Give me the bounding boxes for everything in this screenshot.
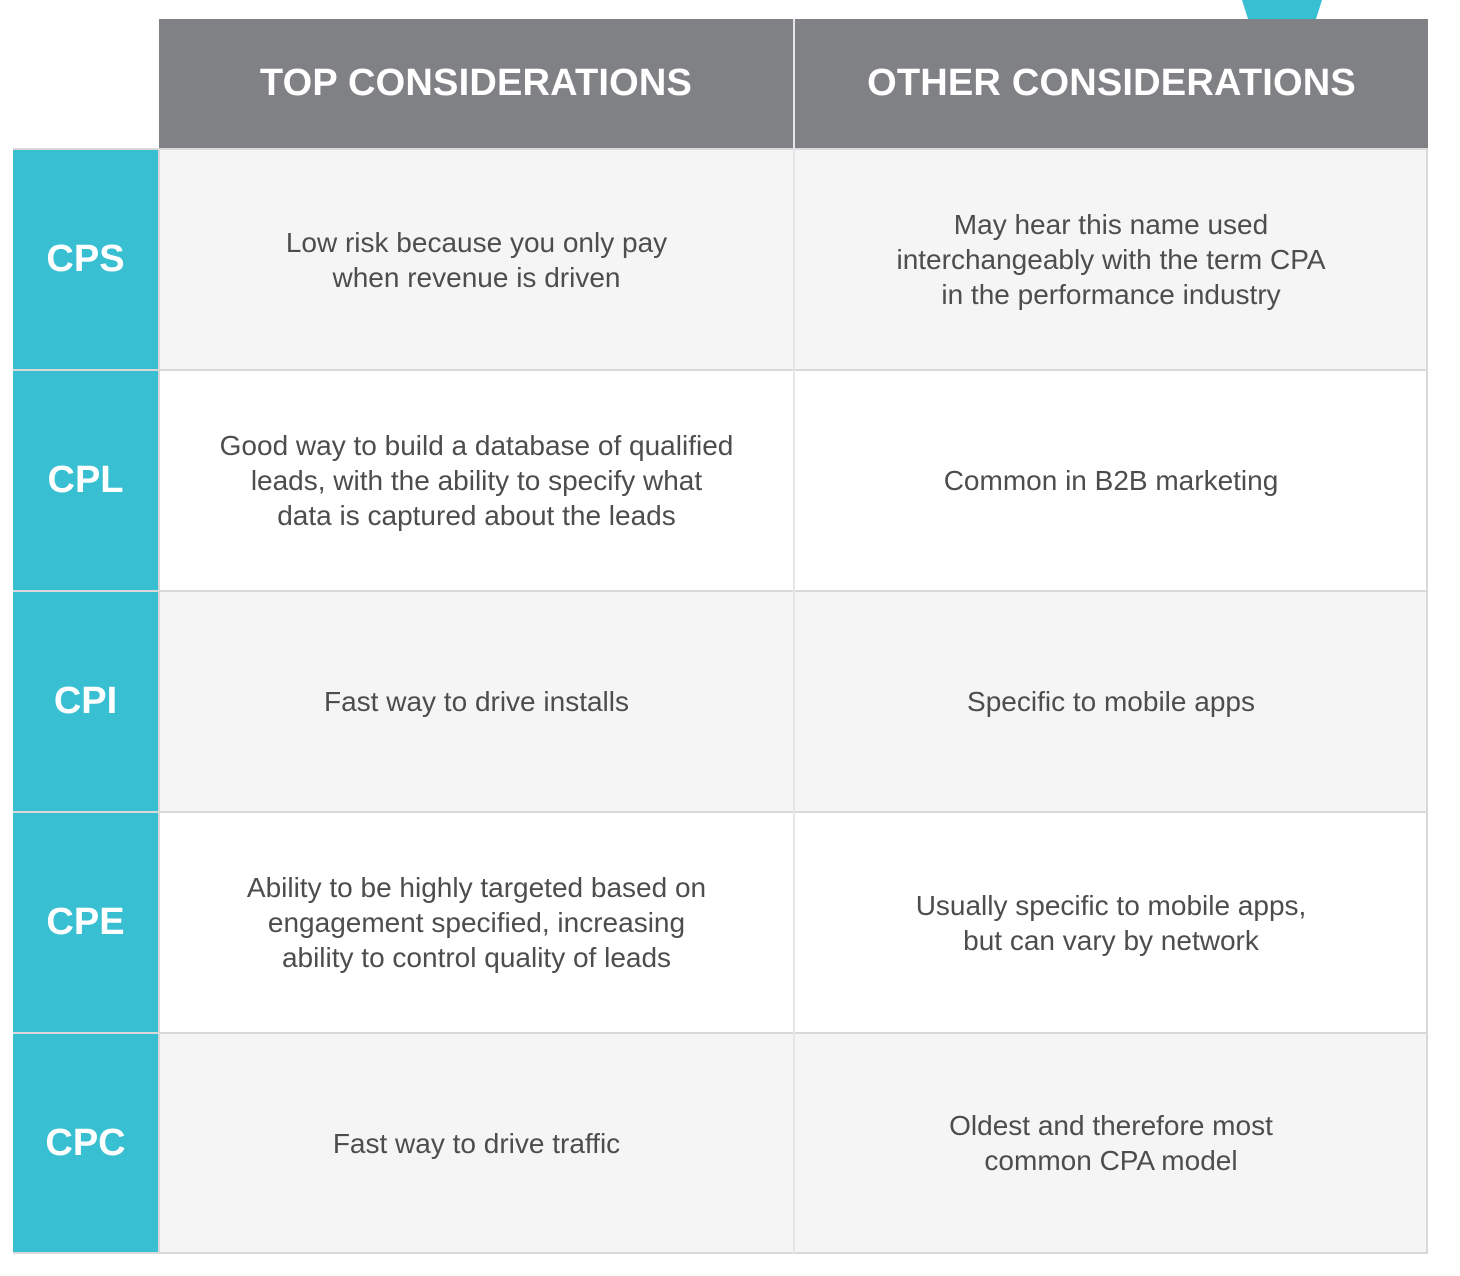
row-divider [13, 811, 1428, 813]
row-label-cpc: CPC [13, 1034, 158, 1252]
cell-other-cpe: Usually specific to mobile apps, but can… [795, 813, 1427, 1032]
cell-other-cpl: Common in B2B marketing [795, 371, 1427, 590]
header-top-considerations: TOP CONSIDERATIONS [159, 19, 793, 148]
cell-other-cpc: Oldest and therefore most common CPA mod… [795, 1034, 1427, 1252]
row-label-cpi: CPI [13, 592, 158, 811]
row-divider [13, 590, 1428, 592]
cell-top-cpc: Fast way to drive traffic [160, 1034, 793, 1252]
decorative-accent-shape [1242, 0, 1322, 19]
row-label-cpe: CPE [13, 813, 158, 1032]
cell-other-cpi: Specific to mobile apps [795, 592, 1427, 811]
cell-top-cpi: Fast way to drive installs [160, 592, 793, 811]
column-divider [158, 150, 160, 1254]
header-other-considerations: OTHER CONSIDERATIONS [795, 19, 1428, 148]
row-label-cpl: CPL [13, 371, 158, 590]
cell-top-cps: Low risk because you only pay when reven… [160, 150, 793, 369]
table-bottom-border [13, 1252, 1428, 1254]
column-divider [793, 19, 795, 1254]
row-divider [13, 148, 1428, 150]
row-divider [13, 369, 1428, 371]
table-right-border [1426, 150, 1428, 1254]
row-label-cps: CPS [13, 150, 158, 369]
cell-top-cpe: Ability to be highly targeted based on e… [160, 813, 793, 1032]
cell-top-cpl: Good way to build a database of qualifie… [160, 371, 793, 590]
cell-other-cps: May hear this name used interchangeably … [795, 150, 1427, 369]
row-divider [13, 1032, 1428, 1034]
